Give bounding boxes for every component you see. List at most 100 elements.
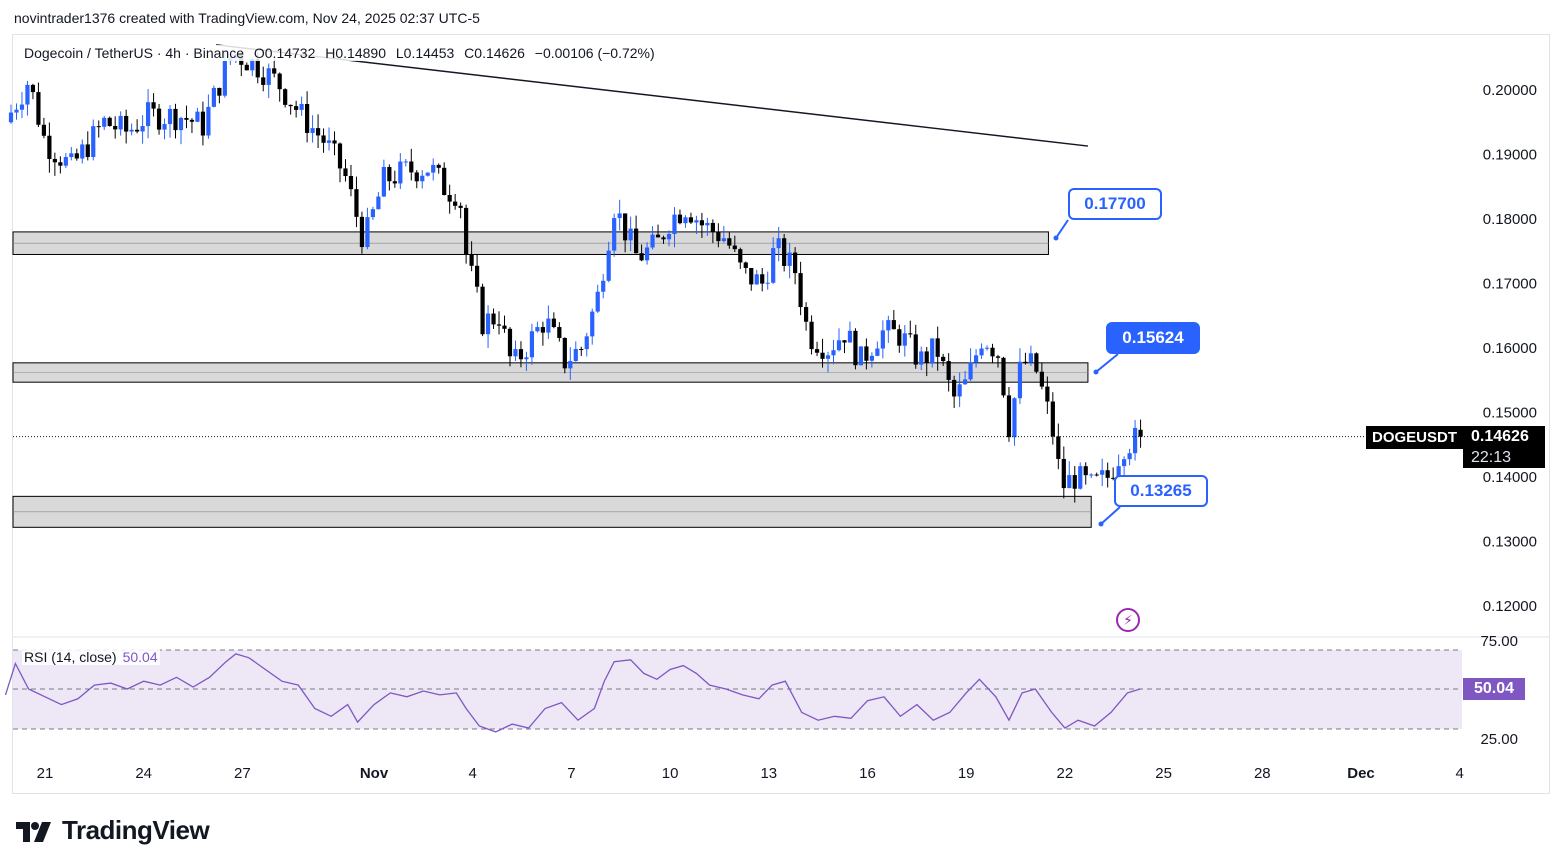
candle [655, 224, 661, 238]
callout-pointer [1100, 506, 1121, 525]
candle-body [1050, 401, 1055, 437]
candle [167, 105, 173, 138]
candle-body [595, 291, 600, 312]
candle [727, 232, 732, 249]
candle [261, 66, 266, 92]
candle-body [623, 213, 628, 241]
candle-body [107, 117, 112, 126]
candle-body [732, 245, 737, 250]
candle [886, 315, 891, 343]
candle [343, 159, 348, 182]
candle-body [30, 84, 36, 93]
candle [1072, 466, 1077, 503]
candle-body [584, 336, 589, 350]
rsi-tick-label: 25.00 [1480, 731, 1518, 748]
candle-body [557, 327, 562, 338]
candle-body [1138, 429, 1143, 437]
flash-icon[interactable]: ⚡ [1116, 608, 1140, 632]
candle [398, 153, 403, 190]
candle [447, 184, 452, 214]
callout-pointer [1095, 353, 1119, 373]
tradingview-logo[interactable]: TradingView [14, 815, 210, 846]
candle-body [513, 349, 518, 357]
candle [376, 192, 381, 210]
rsi-pane [4, 649, 1462, 733]
candle-body [211, 87, 216, 107]
candle-body [315, 128, 321, 136]
candle-body [793, 252, 798, 274]
candle [540, 321, 545, 346]
candle [403, 158, 408, 167]
callout-upper[interactable]: 0.17700 [1068, 188, 1162, 220]
candle-body [1100, 470, 1105, 475]
candle [151, 93, 156, 117]
time-tick-label: 19 [958, 765, 975, 782]
candle-body [529, 331, 535, 358]
candle [518, 341, 524, 368]
candle [831, 339, 836, 365]
candle-body [52, 158, 57, 163]
candle [348, 164, 354, 197]
candle [102, 115, 107, 130]
candle-body [156, 108, 162, 130]
price-tick-label: 0.18000 [1483, 211, 1537, 228]
candle-body [294, 106, 299, 110]
candle [644, 242, 650, 265]
candle-body [886, 320, 891, 331]
candle-body [1056, 436, 1061, 459]
candle-body [310, 128, 315, 133]
candle [1138, 419, 1143, 448]
price-tick-label: 0.15000 [1483, 405, 1537, 422]
candle [853, 328, 858, 370]
candle-body [606, 250, 611, 281]
candle-body [14, 109, 19, 113]
candle-body [41, 124, 47, 136]
candle-body [749, 267, 754, 285]
candle [623, 213, 628, 253]
candle [798, 261, 803, 316]
candle [897, 324, 902, 353]
price-tick-label: 0.12000 [1483, 598, 1537, 615]
candle-body [984, 347, 990, 349]
candle-body [1045, 386, 1050, 402]
candle [124, 109, 129, 144]
candle-body [897, 329, 902, 346]
candle [458, 202, 463, 219]
candle [354, 176, 359, 228]
candle-body [25, 84, 30, 105]
candle-body [891, 320, 896, 330]
candle [305, 91, 310, 143]
candle-body [184, 117, 189, 120]
candle [1028, 345, 1034, 366]
candle [1045, 376, 1050, 414]
time-tick-label: 28 [1254, 765, 1271, 782]
candle [107, 116, 112, 127]
candle-body [326, 140, 332, 143]
candle-body [1116, 466, 1121, 478]
rsi-legend: RSI (14, close) 50.04 [22, 649, 160, 665]
candle-body [1083, 466, 1088, 476]
candle [524, 351, 529, 371]
candle [650, 226, 655, 250]
candle-body [337, 143, 343, 169]
callout-lower[interactable]: 0.13265 [1114, 475, 1208, 507]
candle-body [354, 189, 359, 217]
support-resistance-zones [12, 231, 1092, 528]
callout-middle[interactable]: 0.15624 [1106, 322, 1200, 354]
candle [431, 158, 436, 181]
candle [634, 215, 639, 254]
candle-body [332, 140, 337, 144]
candle [283, 88, 288, 108]
candle [908, 320, 913, 338]
tradingview-logo-icon [16, 821, 51, 842]
candle [491, 308, 496, 329]
candle-body [151, 102, 156, 109]
candle-body [398, 161, 403, 184]
candle-body [847, 330, 853, 343]
candle-body [1132, 427, 1138, 454]
candle [568, 347, 573, 380]
candle-body [135, 129, 140, 132]
price-tick-label: 0.14000 [1483, 469, 1537, 486]
candle [787, 242, 792, 279]
